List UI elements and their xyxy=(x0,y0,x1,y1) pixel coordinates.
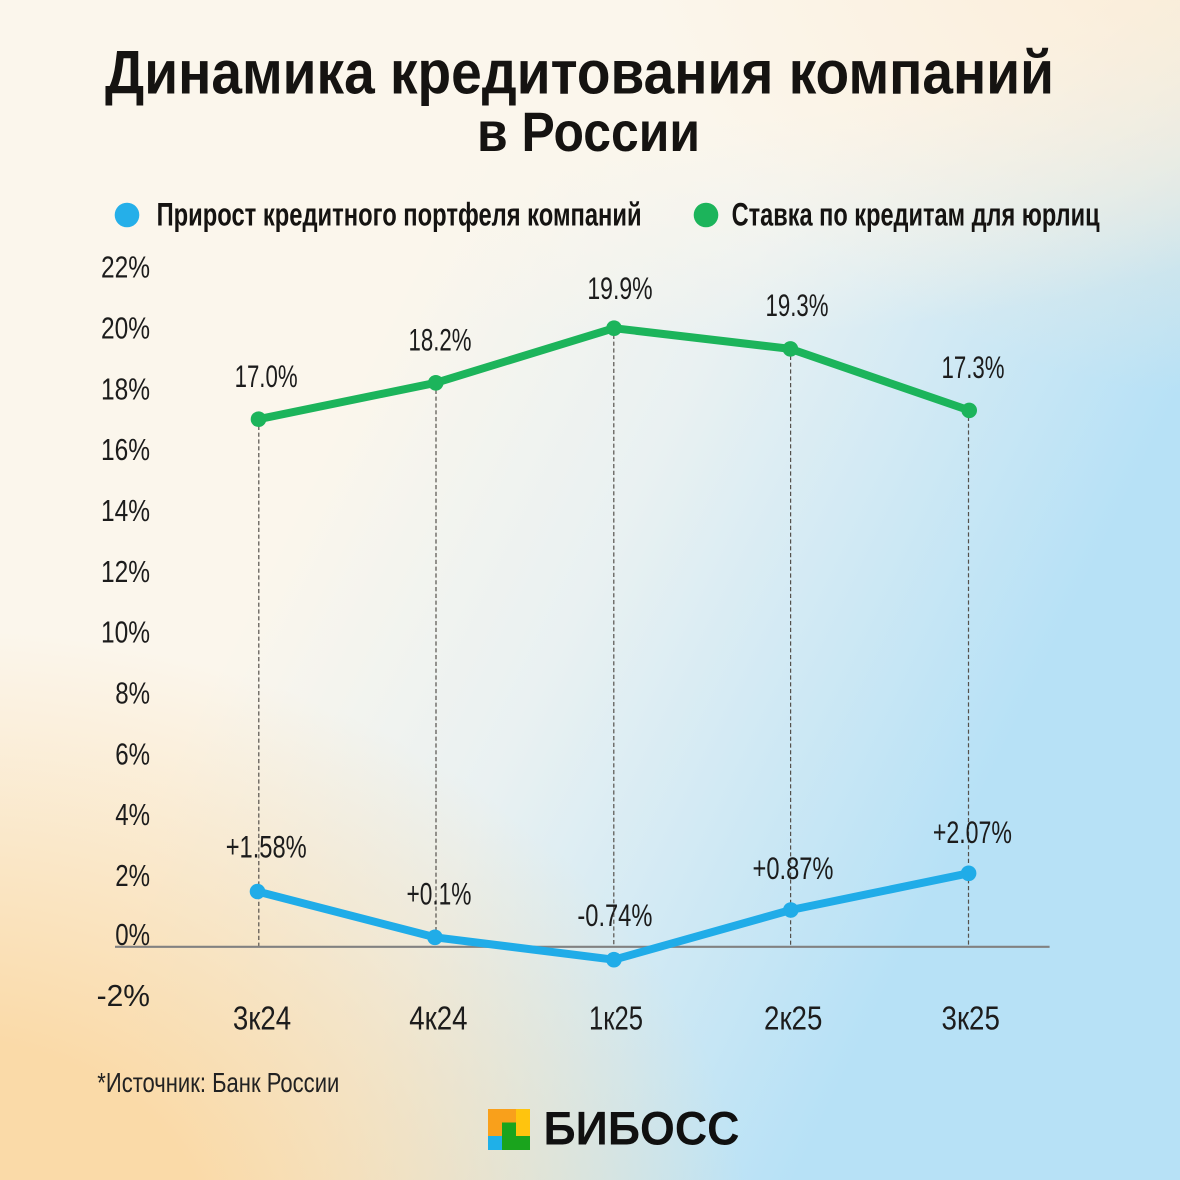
svg-text:1к25: 1к25 xyxy=(589,1000,643,1037)
svg-text:2%: 2% xyxy=(115,859,150,893)
svg-text:*Источник: Банк России: *Источник: Банк России xyxy=(97,1067,339,1098)
svg-text:Динамика кредитования компаний: Динамика кредитования компаний xyxy=(105,39,1054,107)
svg-text:16%: 16% xyxy=(101,433,150,467)
svg-text:+1.58%: +1.58% xyxy=(226,828,307,864)
svg-text:-2%: -2% xyxy=(97,979,150,1013)
svg-text:4к24: 4к24 xyxy=(409,1000,467,1037)
svg-text:-0.74%: -0.74% xyxy=(577,897,652,933)
svg-text:22%: 22% xyxy=(101,251,150,285)
svg-text:+2.07%: +2.07% xyxy=(933,814,1012,850)
svg-text:2к25: 2к25 xyxy=(764,1000,822,1037)
svg-text:Прирост кредитного портфеля ко: Прирост кредитного портфеля компаний xyxy=(157,197,642,233)
svg-text:+0.87%: +0.87% xyxy=(753,850,834,886)
svg-text:17.0%: 17.0% xyxy=(235,358,298,394)
svg-text:18.2%: 18.2% xyxy=(409,321,472,357)
svg-text:10%: 10% xyxy=(101,616,150,650)
svg-text:19.9%: 19.9% xyxy=(587,270,652,306)
svg-text:Ставка по кредитам для юрлиц: Ставка по кредитам для юрлиц xyxy=(732,197,1100,233)
svg-text:3к24: 3к24 xyxy=(233,1000,291,1037)
svg-text:+0.1%: +0.1% xyxy=(407,876,472,912)
svg-text:18%: 18% xyxy=(101,372,150,406)
svg-text:20%: 20% xyxy=(101,312,150,346)
svg-text:14%: 14% xyxy=(101,494,150,528)
svg-text:3к25: 3к25 xyxy=(942,1000,1000,1037)
svg-text:БИБОСС: БИБОСС xyxy=(544,1103,740,1156)
svg-text:6%: 6% xyxy=(115,737,150,771)
svg-text:19.3%: 19.3% xyxy=(766,287,829,323)
svg-text:в России: в России xyxy=(477,100,700,163)
svg-text:4%: 4% xyxy=(115,798,150,832)
svg-text:0%: 0% xyxy=(115,918,150,952)
svg-text:12%: 12% xyxy=(101,555,150,589)
svg-text:8%: 8% xyxy=(115,677,150,711)
svg-text:17.3%: 17.3% xyxy=(942,349,1005,385)
